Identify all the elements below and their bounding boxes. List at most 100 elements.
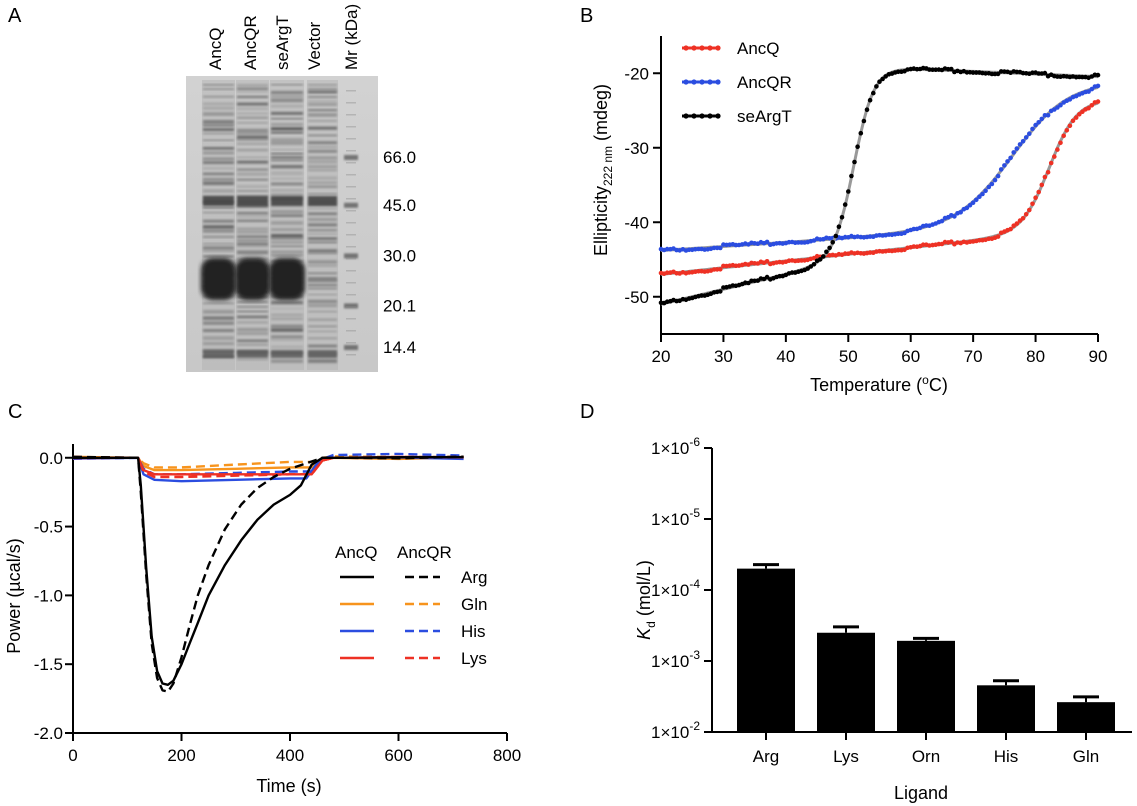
b-data-point-ancq — [1077, 112, 1082, 117]
c-y-tick-label: -1.0 — [34, 586, 63, 605]
b-data-point-ancqr — [992, 177, 998, 183]
b-data-point-ancq — [1027, 207, 1032, 213]
b-data-point-ancqr — [1036, 120, 1041, 125]
gel-band — [308, 330, 337, 333]
d-bar-gln — [1057, 702, 1115, 732]
gel-band — [237, 135, 268, 140]
c-data — [72, 452, 464, 693]
gel-band-45kda — [237, 196, 268, 206]
gel-band — [308, 87, 337, 91]
b-data-point-seargt — [842, 202, 848, 207]
gel-band — [237, 219, 268, 222]
b-data-point-ancqr — [995, 173, 1001, 179]
gel-band — [271, 250, 303, 254]
marker-lane-smear — [346, 342, 356, 344]
marker-lane-smear — [346, 126, 356, 128]
gel-band — [203, 246, 234, 250]
gel-band — [271, 159, 303, 162]
b-legend-label-seargt: seArgT — [737, 107, 792, 126]
b-x-tick-label: 30 — [714, 347, 733, 366]
gel-band — [203, 341, 234, 346]
gel-band — [237, 204, 268, 208]
b-data-point-ancq — [867, 250, 873, 255]
gel-band — [271, 138, 303, 142]
d-bar-arg — [737, 568, 795, 732]
gel-band — [237, 230, 268, 234]
gel-band — [271, 317, 303, 321]
b-data-point-seargt — [864, 107, 870, 112]
gel-band — [237, 343, 268, 346]
gel-band — [308, 287, 337, 290]
marker-label-66-0: 66.0 — [383, 148, 416, 167]
b-data-point-seargt — [861, 118, 867, 124]
c-trace-his-ancq — [72, 456, 464, 483]
b-data-point-ancq — [1039, 182, 1045, 188]
gel-band — [237, 190, 268, 192]
gel-band — [271, 98, 303, 103]
b-data-point-ancq — [1055, 147, 1060, 152]
gel-band — [308, 181, 337, 185]
gel-band — [271, 148, 303, 151]
gel-band-front — [237, 350, 268, 358]
gel-band — [271, 313, 303, 316]
gel-band — [271, 104, 303, 108]
gel-band-45kda — [271, 196, 303, 206]
gel-band — [271, 214, 303, 218]
b-data-point-ancqr — [1045, 113, 1051, 118]
b-x-tick-label: 40 — [776, 347, 795, 366]
gel-band — [203, 119, 234, 124]
b-data-point-ancqr — [980, 191, 985, 197]
c-x-tick-label: 200 — [167, 746, 195, 765]
marker-lane-smear — [346, 282, 356, 284]
b-legend-marker-ancqr — [691, 79, 697, 85]
b-data-point-ancqr — [664, 246, 670, 252]
marker-label-20-1: 20.1 — [383, 296, 416, 315]
gel-band — [271, 84, 303, 86]
gel-band — [237, 84, 268, 88]
marker-lane-smear — [346, 330, 356, 332]
gel-band — [271, 131, 303, 134]
b-data-point-seargt — [839, 215, 845, 220]
gel-band — [203, 328, 234, 333]
gel-band — [271, 245, 303, 248]
gel-band — [203, 95, 234, 98]
marker-lane-smear — [346, 294, 356, 296]
marker-lane-smear — [346, 270, 356, 272]
b-data-point-ancqr — [1042, 113, 1048, 118]
gel-band — [203, 211, 234, 214]
b-y-tick-label: -20 — [624, 64, 649, 83]
gel-band — [308, 249, 337, 253]
b-data-point-ancqr — [974, 197, 979, 203]
gel-band — [308, 272, 337, 275]
marker-lane-smear — [346, 306, 356, 308]
marker-lane-smear — [346, 186, 356, 188]
b-legend-label-ancqr: AncQR — [737, 73, 792, 92]
gel-band — [203, 139, 234, 142]
b-legend-marker-seargt — [691, 113, 697, 119]
gel-band — [203, 225, 234, 229]
gel-band — [308, 279, 337, 283]
gel-band — [271, 94, 303, 99]
gel-band — [308, 310, 337, 313]
gel-band — [271, 90, 303, 95]
gel-band — [308, 126, 337, 130]
b-data-point-seargt — [817, 257, 823, 262]
c-legend-label-lys: Lys — [461, 649, 487, 668]
gel-band — [237, 321, 268, 324]
b-legend-marker-ancq — [715, 45, 721, 51]
c-y-tick-label: 0.0 — [39, 449, 63, 468]
gel-band — [308, 119, 337, 122]
b-data-point-seargt — [927, 67, 932, 72]
b-legend-marker-seargt — [683, 113, 689, 119]
gel-band — [271, 155, 303, 160]
gel-band — [237, 315, 268, 319]
gel-band — [308, 165, 337, 169]
b-data-point-ancqr — [1089, 86, 1095, 92]
gel-band — [237, 215, 268, 218]
gel-band — [271, 237, 303, 240]
b-data-point-ancq — [995, 234, 1001, 239]
marker-band-66-0 — [344, 155, 358, 160]
d-x-axis-title: Ligand — [894, 783, 948, 803]
gel-band-overexpressed — [269, 258, 305, 300]
gel-band — [308, 169, 337, 172]
